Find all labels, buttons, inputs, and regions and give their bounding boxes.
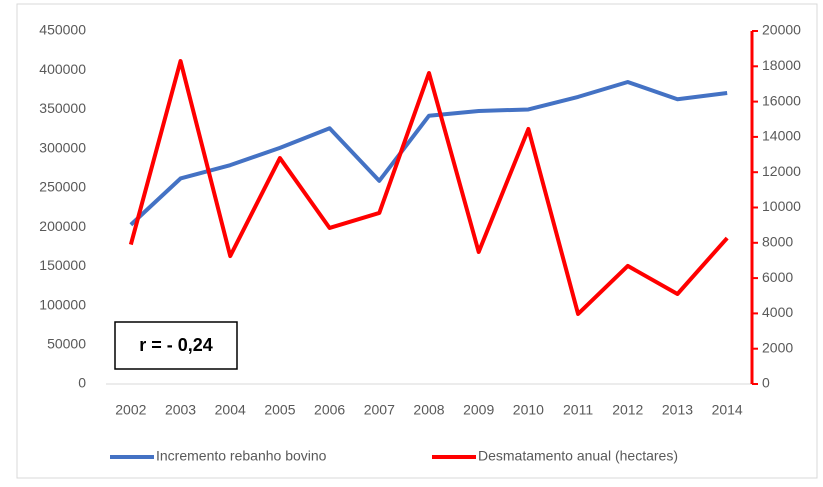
y-tick-label: 350000	[39, 100, 86, 116]
y-tick-label: 200000	[39, 218, 86, 234]
y2-tick-label: 10000	[762, 198, 801, 214]
y-tick-label: 250000	[39, 179, 86, 195]
y2-tick-label: 16000	[762, 92, 801, 108]
x-tick-label: 2011	[563, 402, 593, 418]
x-tick-label: 2007	[364, 402, 395, 418]
y-tick-label: 300000	[39, 139, 86, 155]
y2-tick-label: 8000	[762, 234, 793, 250]
series-line	[128, 59, 729, 316]
x-tick-label: 2003	[165, 402, 196, 418]
y-tick-label: 50000	[47, 335, 86, 351]
y2-tick-label: 20000	[762, 22, 801, 38]
y-tick-label: 450000	[39, 22, 86, 38]
x-tick-label: 2006	[314, 402, 345, 418]
x-tick-label: 2004	[215, 402, 246, 418]
x-tick-label: 2005	[264, 402, 295, 418]
x-tick-label: 2008	[413, 402, 444, 418]
y-tick-label: 400000	[39, 61, 86, 77]
annotation: r = - 0,24	[139, 335, 213, 355]
x-tick-label: 2010	[513, 402, 544, 418]
y2-tick-label: 18000	[762, 57, 801, 73]
x-tick-label: 2009	[463, 402, 494, 418]
y-tick-label: 150000	[39, 257, 86, 273]
y2-tick-label: 2000	[762, 339, 793, 355]
y2-tick-label: 14000	[762, 128, 801, 144]
legend-label: Incremento rebanho bovino	[156, 448, 327, 464]
y2-tick-label: 6000	[762, 269, 793, 285]
y-tick-label: 100000	[39, 296, 86, 312]
chart-frame	[16, 3, 818, 479]
x-tick-label: 2002	[115, 402, 146, 418]
x-tick-label: 2014	[712, 402, 743, 418]
legend-label: Desmatamento anual (hectares)	[478, 448, 678, 464]
y-tick-label: 0	[78, 375, 86, 391]
y2-tick-label: 4000	[762, 304, 793, 320]
y2-tick-label: 0	[762, 375, 770, 391]
x-tick-label: 2012	[612, 402, 643, 418]
series-line	[129, 79, 728, 227]
y2-tick-label: 12000	[762, 163, 801, 179]
annotation-box	[114, 321, 238, 370]
x-tick-label: 2013	[662, 402, 693, 418]
